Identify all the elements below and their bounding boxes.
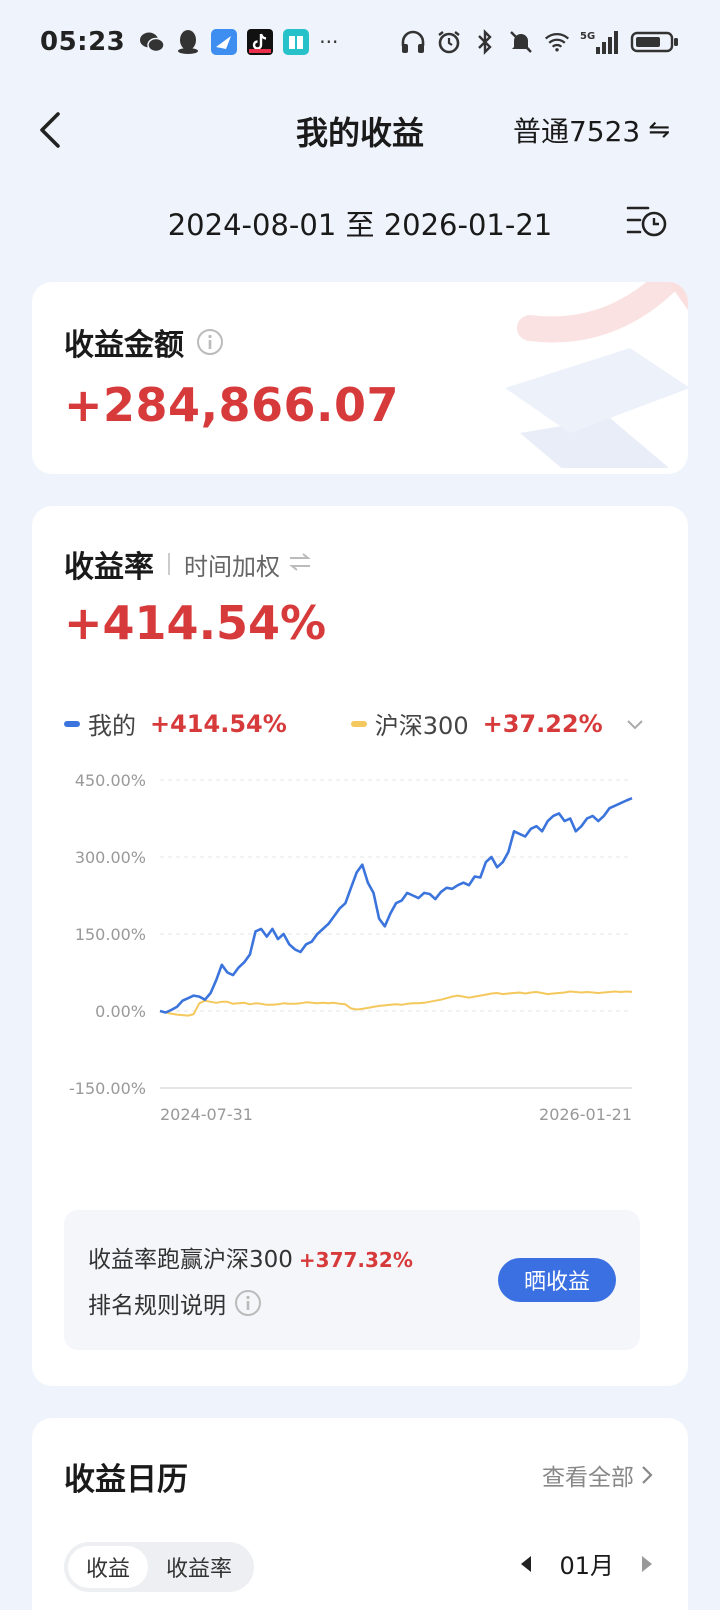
benchmark-comparison: 收益率跑赢沪深300 +377.32% 排名规则说明 晒收益: [64, 1210, 640, 1350]
chevron-right-icon: [642, 1466, 653, 1484]
series-line-mine: [159, 796, 633, 1014]
status-bar: 05:23 ···: [0, 0, 720, 84]
rate-label: 收益率: [64, 550, 154, 585]
chart-legend: 我的 +414.54% 沪深300 +37.22%: [64, 706, 645, 741]
battery-icon: [630, 29, 680, 55]
calendar-card: 收益日历 查看全部 收益 收益率 01月: [32, 1418, 688, 1610]
legend-name: 沪深300: [374, 712, 469, 740]
comparison-text: 收益率跑赢沪深300: [88, 1247, 293, 1273]
y-tick-label: 150.00%: [75, 925, 146, 944]
y-tick-label: 450.00%: [75, 771, 146, 790]
tiktok-icon: [247, 29, 274, 55]
legend-item-benchmark[interactable]: 沪深300 +37.22%: [350, 706, 645, 741]
status-time: 05:23: [40, 27, 126, 57]
y-tick-label: -150.00%: [69, 1079, 146, 1098]
legend-item-mine: 我的 +414.54%: [64, 706, 287, 741]
current-month: 01月: [559, 1552, 614, 1580]
history-filter-button[interactable]: [626, 202, 668, 240]
return-chart: 450.00% 300.00% 150.00% 0.00% -150.00% 2024-0…: [69, 771, 633, 1124]
legend-swatch: [64, 720, 80, 727]
page-header: 我的收益 普通7523 ⇋: [0, 96, 720, 164]
switch-icon: ⇋: [648, 115, 670, 145]
legend-value: +37.22%: [482, 709, 603, 738]
svg-text:5G: 5G: [580, 31, 595, 42]
next-month-icon[interactable]: [642, 1555, 652, 1572]
comparison-value: +377.32%: [298, 1248, 413, 1272]
system-icons: 5G: [400, 29, 680, 55]
y-tick-label: 300.00%: [75, 848, 146, 867]
book-icon: [283, 29, 310, 55]
growth-illustration: [505, 282, 688, 468]
comparison-text-row: 收益率跑赢沪深300 +377.32%: [88, 1240, 413, 1274]
qq-icon: [175, 29, 201, 55]
feishu-icon: [211, 29, 238, 55]
chevron-down-icon[interactable]: [625, 714, 645, 734]
prev-month-icon[interactable]: [521, 1555, 532, 1572]
ranking-rules-link[interactable]: 排名规则说明: [88, 1293, 226, 1319]
amount-label: 收益金额: [64, 328, 184, 363]
5g-signal-icon: 5G: [580, 29, 620, 55]
toggle-returns[interactable]: 收益: [68, 1546, 149, 1588]
legend-name: 我的: [88, 712, 136, 740]
legend-swatch: [350, 720, 367, 727]
rate-mode-toggle[interactable]: 时间加权: [184, 552, 280, 581]
x-tick-label: 2024-07-31: [160, 1105, 253, 1124]
account-name: 普通7523: [512, 115, 641, 148]
amount-card: 收益金额 +284,866.07: [32, 282, 688, 474]
back-button[interactable]: [32, 108, 72, 152]
chevron-left-icon: [40, 112, 60, 148]
info-icon[interactable]: [196, 328, 224, 356]
date-range[interactable]: 2024-08-01 至 2026-01-21: [167, 208, 553, 242]
wifi-icon: [544, 29, 570, 55]
swap-icon[interactable]: [288, 552, 312, 576]
x-tick-label: 2026-01-21: [539, 1105, 632, 1124]
series-line-benchmark: [159, 990, 633, 1017]
calendar-title: 收益日历: [64, 1462, 188, 1498]
mute-icon: [508, 29, 534, 55]
date-range-row: 2024-08-01 至 2026-01-21: [0, 198, 720, 246]
wechat-icon: [139, 29, 166, 55]
legend-value: +414.54%: [150, 709, 287, 738]
account-switch[interactable]: 普通7523 ⇋: [513, 110, 670, 150]
share-returns-button[interactable]: 晒收益: [498, 1258, 616, 1302]
alarm-icon: [436, 29, 462, 55]
rate-header: 收益率 时间加权: [64, 542, 312, 586]
calendar-mode-toggle: 收益 收益率: [64, 1542, 255, 1592]
y-tick-label: 0.00%: [95, 1002, 146, 1021]
toggle-return-rate[interactable]: 收益率: [166, 1557, 233, 1582]
month-navigator: 01月: [521, 1546, 652, 1581]
view-all-label: 查看全部: [542, 1465, 634, 1491]
divider: [168, 553, 170, 575]
history-clock-icon: [626, 206, 667, 237]
page-title: 我的收益: [295, 114, 424, 152]
rate-card: 收益率 时间加权 +414.54% 我的 +414.54% 沪深300 +37.…: [32, 506, 688, 1386]
view-all-link[interactable]: 查看全部: [542, 1458, 654, 1492]
amount-value: +284,866.07: [64, 378, 400, 432]
rate-value: +414.54%: [64, 596, 327, 650]
more-notifications: ···: [319, 30, 339, 54]
info-icon[interactable]: [234, 1289, 262, 1317]
bluetooth-icon: [472, 29, 498, 55]
headphones-icon: [400, 29, 426, 55]
amount-label-row: 收益金额: [64, 320, 224, 364]
ranking-rules-row[interactable]: 排名规则说明: [88, 1286, 262, 1320]
notification-icons: ···: [139, 29, 338, 55]
